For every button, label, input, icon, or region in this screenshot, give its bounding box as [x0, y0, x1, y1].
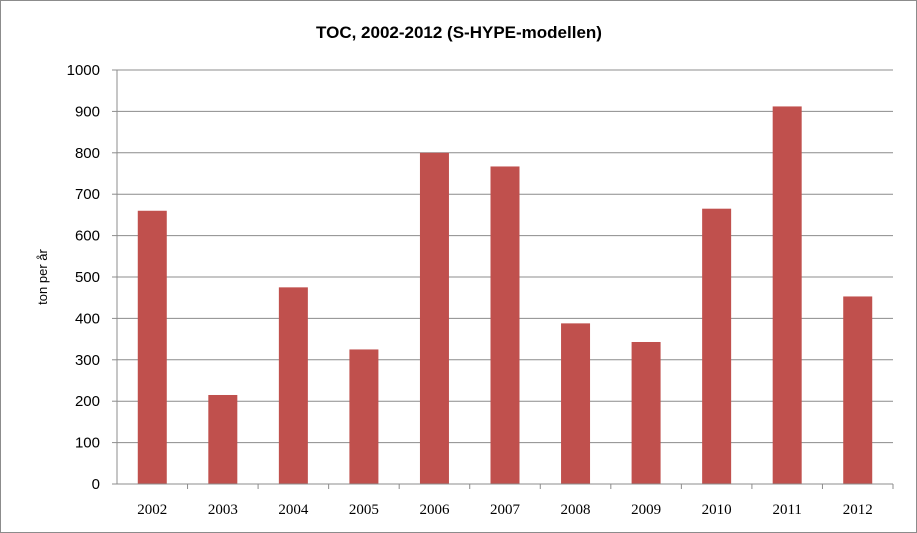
- y-tick-label: 1000: [67, 62, 100, 79]
- bar-2003: [208, 394, 238, 484]
- y-tick-label: 800: [75, 145, 100, 162]
- x-tick-labels: 2002 2003 2004 2005 2006 2007 2008 2009 2010 2011…: [137, 502, 872, 518]
- x-tick-label: 2005: [349, 502, 379, 518]
- axes: [112, 69, 894, 489]
- bar-2008: [561, 323, 591, 484]
- bar-2004: [278, 287, 308, 484]
- bar-2002: [137, 210, 167, 484]
- y-tick-label: 200: [75, 393, 100, 410]
- x-tick-label: 2010: [702, 502, 732, 518]
- y-tick-label: 400: [75, 310, 100, 327]
- bar-series: [137, 106, 873, 485]
- x-tick-label: 2002: [137, 502, 167, 518]
- bar-2007: [490, 166, 520, 484]
- y-tick-label: 300: [75, 352, 100, 369]
- x-tick-label: 2003: [208, 502, 238, 518]
- bar-2006: [419, 152, 449, 485]
- bar-2009: [631, 341, 661, 484]
- y-tick-label: 600: [75, 228, 100, 245]
- y-tick-label: 100: [75, 435, 100, 452]
- y-tick-labels: 0 100 200 300 400 500 600 700 800 900 1000: [67, 62, 100, 493]
- y-tick-label: 500: [75, 269, 100, 286]
- x-tick-label: 2007: [490, 502, 521, 518]
- chart-title: TOC, 2002-2012 (S-HYPE-modellen): [316, 23, 602, 42]
- y-tick-label: 900: [75, 103, 100, 120]
- x-tick-label: 2008: [561, 502, 591, 518]
- x-tick-label: 2012: [843, 502, 873, 518]
- bar-2011: [772, 106, 802, 484]
- x-tick-label: 2006: [419, 502, 450, 518]
- x-tick-label: 2011: [772, 502, 801, 518]
- x-tick-label: 2009: [631, 502, 661, 518]
- bar-2010: [702, 208, 732, 484]
- y-axis-label: ton per år: [35, 249, 50, 305]
- bar-2012: [843, 296, 873, 484]
- bar-2005: [349, 349, 379, 484]
- y-tick-label: 700: [75, 186, 100, 203]
- x-tick-label: 2004: [278, 502, 309, 518]
- y-tick-label: 0: [92, 476, 100, 493]
